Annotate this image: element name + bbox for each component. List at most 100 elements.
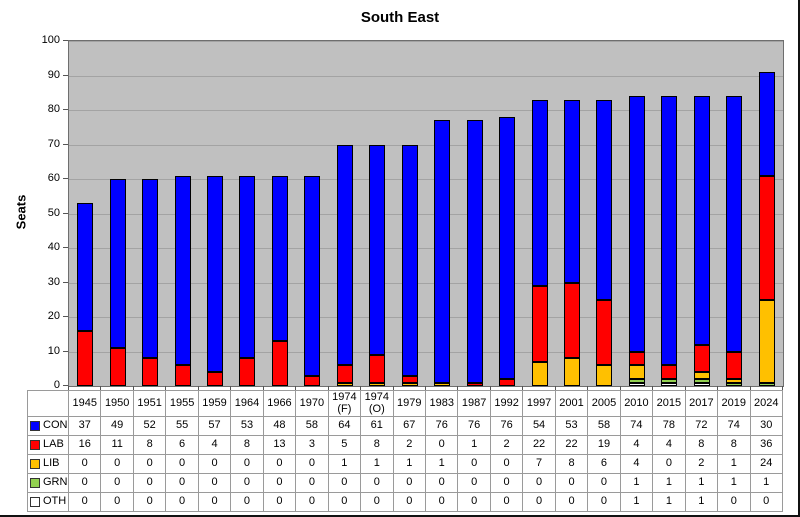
bar-segment-con <box>401 144 418 376</box>
table-value-cell: 4 <box>619 435 654 455</box>
legend-entry: GRN <box>29 476 68 489</box>
legend-label: CON <box>43 419 68 432</box>
y-tick-label: 60 <box>47 172 60 184</box>
bar-segment-grn <box>726 382 743 386</box>
y-axis-tick <box>63 350 68 352</box>
table-value-cell: 37 <box>67 416 102 436</box>
table-value-cell: 0 <box>100 454 134 474</box>
bar-segment-grn <box>693 379 710 383</box>
table-value-cell: 0 <box>262 492 297 512</box>
table-value-cell: 0 <box>100 492 134 512</box>
legend-swatch-icon <box>30 440 40 450</box>
year-header-cell: 2017 <box>684 390 719 417</box>
table-value-cell: 0 <box>230 492 264 512</box>
x-axis-tick <box>327 386 329 391</box>
bar-segment-oth <box>661 382 678 386</box>
bar-column-1974-O- <box>361 41 393 386</box>
chart-title: South East <box>360 9 440 26</box>
table-value-cell: 4 <box>197 435 232 455</box>
table-value-cell: 0 <box>489 492 524 512</box>
year-header-cell: 1992 <box>489 390 524 417</box>
bar-segment-lab <box>336 365 353 383</box>
table-value-cell: 0 <box>489 454 524 474</box>
table-value-cell: 2 <box>392 435 426 455</box>
bar-segment-con <box>434 120 451 383</box>
table-value-cell: 22 <box>554 435 589 455</box>
x-axis-tick <box>587 386 589 391</box>
year-header-cell: 2024 <box>749 390 783 417</box>
year-header-cell: 1979 <box>392 390 426 417</box>
table-row-lab: LAB 16 11 8 6 4 8 13 3 5 8 2 0 1 2 22 22 19 4 4 8 8 36 <box>27 435 783 455</box>
bar-stack <box>109 179 126 386</box>
y-axis-tick <box>63 247 68 248</box>
bar-segment-con <box>758 72 775 176</box>
bar-stack <box>207 175 224 386</box>
table-value-cell: 0 <box>262 454 297 474</box>
table-value-cell: 1 <box>392 454 426 474</box>
bar-column-2010 <box>621 41 653 386</box>
bar-segment-lab <box>661 365 678 380</box>
bar-segment-lab <box>304 375 321 386</box>
table-value-cell: 8 <box>132 435 167 455</box>
legend-label: OTH <box>43 495 67 508</box>
x-axis-tick <box>165 386 167 391</box>
bar-column-1997 <box>523 41 555 386</box>
bar-stack <box>661 96 678 386</box>
legend-label: GRN <box>43 476 68 489</box>
x-axis-tick <box>295 386 297 391</box>
legend-entry: LAB <box>29 438 68 451</box>
bar-column-1983 <box>426 41 458 386</box>
gridline <box>69 213 783 215</box>
year-header-cell: 1951 <box>132 390 167 417</box>
gridline <box>69 179 783 180</box>
x-axis-tick <box>749 386 751 391</box>
y-tick-label: 100 <box>41 34 60 46</box>
bar-segment-lab <box>239 358 256 386</box>
table-row-lib: LIB 0 0 0 0 0 0 0 0 1 1 1 1 0 0 7 8 6 4 0 2 1 24 <box>27 454 783 474</box>
bar-segment-con <box>271 175 288 342</box>
gridline <box>69 282 783 284</box>
table-value-cell: 0 <box>165 473 199 493</box>
y-axis-label: Seats <box>13 194 29 230</box>
table-value-cell: 1 <box>749 473 783 493</box>
gridline <box>69 351 783 353</box>
table-value-cell: 1 <box>360 454 394 474</box>
table-value-cell: 0 <box>392 492 426 512</box>
year-header-cell: 2005 <box>587 390 621 417</box>
bar-column-2005 <box>588 41 620 386</box>
table-value-cell: 1 <box>652 492 686 512</box>
bar-stack <box>564 99 581 386</box>
bar-stack <box>628 96 645 386</box>
table-value-cell: 8 <box>230 435 264 455</box>
year-header-cell: 1964 <box>230 390 264 417</box>
bar-segment-con <box>207 175 224 373</box>
year-header-cell: 1959 <box>197 390 232 417</box>
bar-stack <box>239 175 256 386</box>
x-axis-tick <box>652 386 654 391</box>
table-value-cell: 49 <box>100 416 134 436</box>
table-value-cell: 0 <box>230 454 264 474</box>
bar-segment-lab <box>693 344 710 373</box>
x-axis-tick <box>619 386 621 391</box>
table-value-cell: 0 <box>424 492 459 512</box>
table-value-cell: 1 <box>327 454 362 474</box>
year-header-cell: 2019 <box>717 390 751 417</box>
x-axis-tick <box>717 386 719 391</box>
legend-label: LAB <box>43 438 64 451</box>
bar-column-1945 <box>69 41 101 386</box>
bar-stack <box>499 116 516 386</box>
bar-segment-lab <box>142 358 159 386</box>
table-value-cell: 0 <box>457 454 491 474</box>
year-header-cell: 1966 <box>262 390 297 417</box>
x-axis-tick <box>230 386 232 391</box>
table-value-cell: 0 <box>67 492 102 512</box>
bar-segment-oth <box>693 382 710 386</box>
legend-label: LIB <box>43 457 60 470</box>
table-value-cell: 16 <box>67 435 102 455</box>
bar-segment-con <box>596 99 613 300</box>
x-axis-tick <box>68 386 69 391</box>
gridline <box>69 248 783 249</box>
bar-segment-lab <box>466 382 483 386</box>
bar-segment-lib <box>401 382 418 386</box>
bar-segment-lab <box>596 299 613 366</box>
